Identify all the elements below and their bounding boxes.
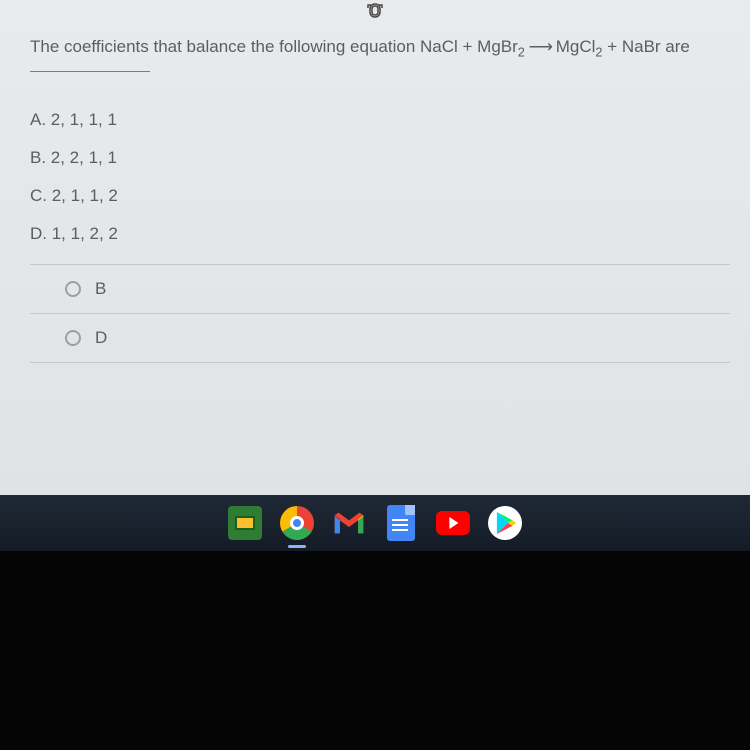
google-classroom-icon[interactable] [228,506,262,540]
question-block: The coefficients that balance the follow… [0,5,750,373]
blank-line [30,71,150,72]
chrome-icon[interactable] [280,506,314,540]
option-d: D. 1, 1, 2, 2 [30,224,730,244]
answer-row-d[interactable]: D [30,313,730,363]
option-a: A. 2, 1, 1, 1 [30,110,730,130]
option-c: C. 2, 1, 1, 2 [30,186,730,206]
radio-b[interactable] [65,281,81,297]
radio-d[interactable] [65,330,81,346]
below-screen-black [0,551,750,750]
answer-options: B D [30,264,730,363]
answer-row-b[interactable]: B [30,264,730,313]
answer-label-d: D [95,328,107,348]
option-b: B. 2, 2, 1, 1 [30,148,730,168]
youtube-icon[interactable] [436,506,470,540]
gmail-icon[interactable] [332,506,366,540]
answer-label-b: B [95,279,106,299]
quiz-screen: The coefficients that balance the follow… [0,0,750,495]
taskbar [0,495,750,551]
google-docs-icon[interactable] [384,506,418,540]
question-text: The coefficients that balance the follow… [30,35,730,61]
play-store-icon[interactable] [488,506,522,540]
